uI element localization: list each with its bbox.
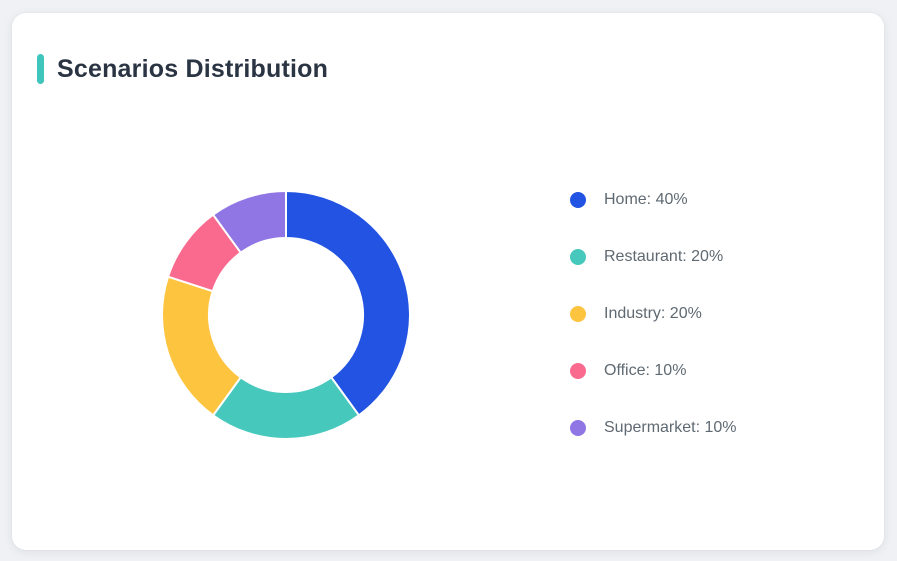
legend-item-industry[interactable]: Industry: 20% [570,305,737,322]
donut-chart [161,190,411,440]
legend-item-supermarket[interactable]: Supermarket: 10% [570,419,737,436]
scenarios-distribution-card: Scenarios Distribution Home: 40% Restaura… [12,13,884,550]
donut-slice-industry[interactable] [161,275,242,417]
legend-item-home[interactable]: Home: 40% [570,191,737,208]
legend-item-office[interactable]: Office: 10% [570,362,737,379]
legend-label-home: Home: 40% [604,191,688,208]
legend-item-restaurant[interactable]: Restaurant: 20% [570,248,737,265]
donut-slice-supermarket[interactable] [212,190,287,254]
legend-dot-restaurant-icon [570,249,586,265]
legend-dot-industry-icon [570,306,586,322]
legend-label-supermarket: Supermarket: 10% [604,419,737,436]
legend-dot-supermarket-icon [570,420,586,436]
legend-label-restaurant: Restaurant: 20% [604,248,724,265]
title-accent-bar [37,54,44,84]
donut-slice-home[interactable] [285,190,411,417]
legend-label-office: Office: 10% [604,362,687,379]
legend-label-industry: Industry: 20% [604,305,702,322]
legend-dot-home-icon [570,192,586,208]
page-title: Scenarios Distribution [57,54,329,83]
card-header: Scenarios Distribution [37,54,328,84]
chart-legend: Home: 40% Restaurant: 20% Industry: 20% Off… [570,191,737,436]
legend-dot-office-icon [570,363,586,379]
